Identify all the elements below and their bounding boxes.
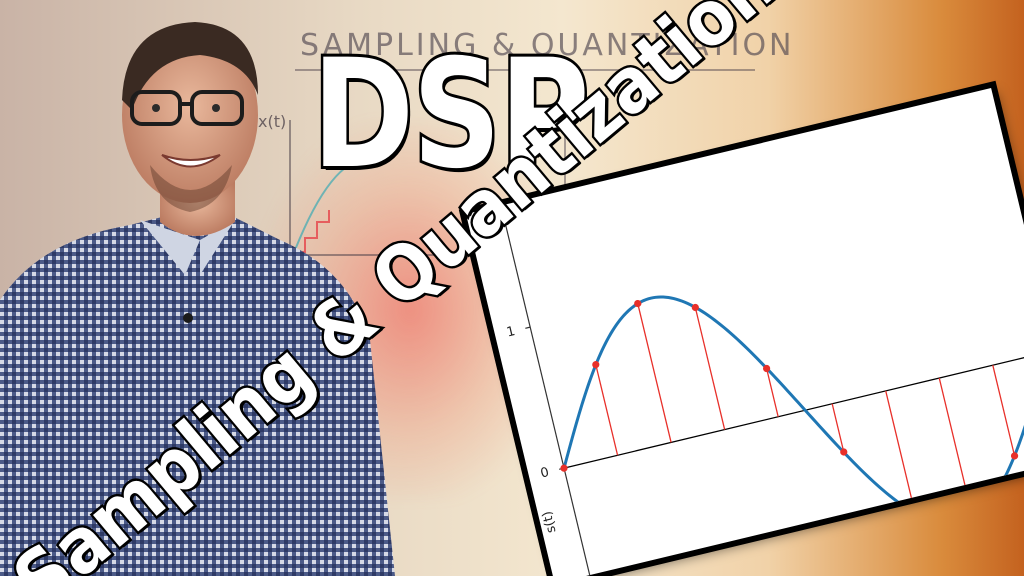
sample-point-6 bbox=[911, 509, 919, 517]
sample-stem-8 bbox=[992, 365, 1016, 457]
signal-curve bbox=[562, 295, 1024, 525]
sample-point-7 bbox=[969, 513, 977, 521]
sample-point-4 bbox=[762, 364, 771, 373]
sample-stem-7 bbox=[938, 377, 974, 518]
sample-stem-6 bbox=[885, 390, 916, 514]
ytick-mark-1 bbox=[525, 326, 531, 329]
sample-point-3 bbox=[691, 303, 699, 312]
sample-point-8 bbox=[1010, 452, 1019, 460]
sample-stem-1 bbox=[595, 364, 619, 456]
y-axis-line bbox=[505, 224, 591, 576]
whiteboard-ylabel: x(t) bbox=[258, 112, 287, 131]
sample-point-0 bbox=[560, 464, 568, 472]
sample-stem-5 bbox=[831, 403, 845, 453]
sample-stem-3 bbox=[694, 307, 726, 430]
sample-point-5 bbox=[840, 448, 848, 456]
presenter-photo bbox=[0, 22, 395, 576]
sample-point-2 bbox=[634, 299, 642, 308]
sample-stem-2 bbox=[637, 303, 672, 443]
sample-stem-4 bbox=[765, 368, 779, 417]
sample-point-1 bbox=[592, 361, 600, 369]
zero-line bbox=[563, 349, 1024, 469]
whiteboard-title: SAMPLING & QUANTIZATION bbox=[300, 28, 795, 63]
title-dsp: DSP bbox=[310, 28, 592, 202]
